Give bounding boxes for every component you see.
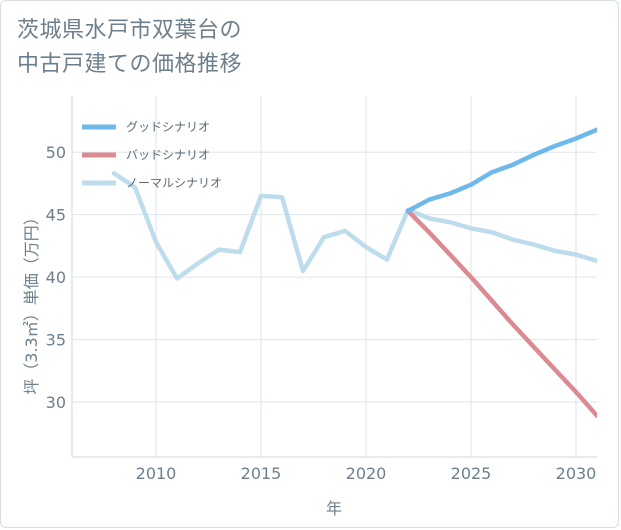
y-tick-label: 35 [46,331,66,350]
chart-title-line-2: 中古戸建ての価格推移 [17,52,243,77]
legend-label: グッドシナリオ [126,120,210,134]
x-axis-label: 年 [326,499,342,518]
series-layer [111,127,597,419]
plot-area [72,96,597,457]
x-tick-label: 2025 [451,464,492,483]
chart-title-line-1: 茨城県水戸市双葉台の [17,18,243,43]
y-tick-label: 50 [46,143,66,162]
bad-scenario-line [405,208,597,419]
normal-scenario-line [111,171,597,281]
y-axis-label: 坪（3.3㎡）単価（万円） [22,209,41,394]
good-scenario-line [405,127,597,214]
grid [71,96,597,458]
legend-label: ノーマルシナリオ [126,176,222,190]
y-tick-label: 30 [46,393,66,412]
chart-title: 茨城県水戸市双葉台の 中古戸建ての価格推移 [17,14,242,82]
x-tick-label: 2010 [136,464,177,483]
legend-normal-scenario: ノーマルシナリオ [82,176,222,190]
legend-bad-scenario: バッドシナリオ [82,148,210,162]
y-tick-label: 45 [46,206,66,225]
legend-good-scenario: グッドシナリオ [82,120,210,134]
legend-label: バッドシナリオ [126,148,210,162]
ticks: 2010 2015 2020 2025 2030 30 35 40 45 50 [46,143,597,483]
x-tick-label: 2030 [556,464,597,483]
x-tick-label: 2020 [346,464,387,483]
y-tick-label: 40 [46,268,66,287]
x-tick-label: 2015 [241,464,282,483]
